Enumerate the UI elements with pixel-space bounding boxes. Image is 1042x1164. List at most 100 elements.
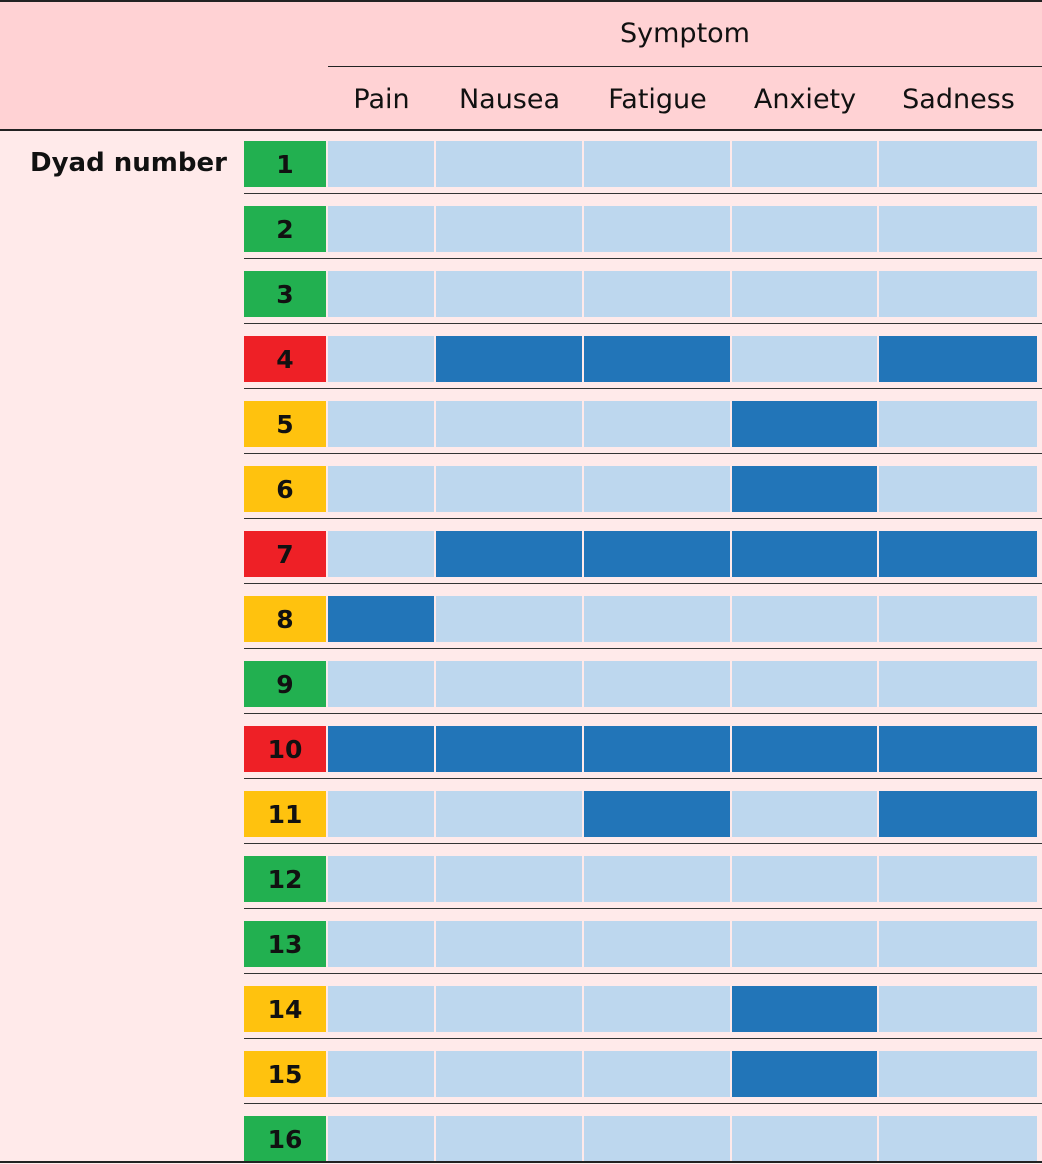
cell-dyad-7-fatigue	[584, 531, 730, 577]
cell-dyad-8-sadness	[879, 596, 1037, 642]
dyad-label-15: 15	[244, 1051, 326, 1097]
dyad-label-6: 6	[244, 466, 326, 512]
cell-dyad-9-sadness	[879, 661, 1037, 707]
dyad-label-8: 8	[244, 596, 326, 642]
cell-dyad-1-pain	[328, 141, 434, 187]
row-separator	[244, 453, 1042, 454]
cell-dyad-10-nausea	[436, 726, 582, 772]
cell-dyad-14-pain	[328, 986, 434, 1032]
dyad-label-4: 4	[244, 336, 326, 382]
cell-dyad-10-fatigue	[584, 726, 730, 772]
cell-dyad-13-anxiety	[732, 921, 877, 967]
cell-dyad-15-pain	[328, 1051, 434, 1097]
cell-dyad-2-nausea	[436, 206, 582, 252]
cell-dyad-8-pain	[328, 596, 434, 642]
dyad-label-3: 3	[244, 271, 326, 317]
cell-dyad-12-nausea	[436, 856, 582, 902]
table-header	[0, 0, 1042, 130]
row-separator	[244, 258, 1042, 259]
cell-dyad-16-pain	[328, 1116, 434, 1162]
cell-dyad-15-sadness	[879, 1051, 1037, 1097]
cell-dyad-9-pain	[328, 661, 434, 707]
cell-dyad-6-anxiety	[732, 466, 877, 512]
cell-dyad-1-fatigue	[584, 141, 730, 187]
cell-dyad-2-anxiety	[732, 206, 877, 252]
cell-dyad-3-fatigue	[584, 271, 730, 317]
cell-dyad-13-fatigue	[584, 921, 730, 967]
column-header-sadness: Sadness	[902, 84, 1015, 115]
cell-dyad-5-pain	[328, 401, 434, 447]
cell-dyad-2-fatigue	[584, 206, 730, 252]
row-separator	[244, 518, 1042, 519]
top-rule	[0, 0, 1042, 2]
cell-dyad-13-sadness	[879, 921, 1037, 967]
cell-dyad-1-sadness	[879, 141, 1037, 187]
row-separator	[244, 778, 1042, 779]
cell-dyad-14-nausea	[436, 986, 582, 1032]
cell-dyad-4-pain	[328, 336, 434, 382]
cell-dyad-4-sadness	[879, 336, 1037, 382]
row-separator	[244, 843, 1042, 844]
cell-dyad-2-pain	[328, 206, 434, 252]
symptom-group-header: Symptom	[620, 18, 750, 49]
dyad-label-5: 5	[244, 401, 326, 447]
cell-dyad-7-sadness	[879, 531, 1037, 577]
cell-dyad-5-fatigue	[584, 401, 730, 447]
cell-dyad-11-nausea	[436, 791, 582, 837]
cell-dyad-14-anxiety	[732, 986, 877, 1032]
cell-dyad-9-anxiety	[732, 661, 877, 707]
dyad-number-header: Dyad number	[30, 148, 227, 178]
cell-dyad-10-pain	[328, 726, 434, 772]
cell-dyad-6-sadness	[879, 466, 1037, 512]
cell-dyad-1-anxiety	[732, 141, 877, 187]
row-separator	[244, 388, 1042, 389]
cell-dyad-9-fatigue	[584, 661, 730, 707]
cell-dyad-6-fatigue	[584, 466, 730, 512]
row-separator	[244, 713, 1042, 714]
cell-dyad-16-nausea	[436, 1116, 582, 1162]
column-header-nausea: Nausea	[458, 84, 561, 115]
dyad-label-10: 10	[244, 726, 326, 772]
cell-dyad-13-pain	[328, 921, 434, 967]
dyad-label-14: 14	[244, 986, 326, 1032]
row-separator	[244, 323, 1042, 324]
row-separator	[244, 1103, 1042, 1104]
cell-dyad-14-sadness	[879, 986, 1037, 1032]
cell-dyad-5-nausea	[436, 401, 582, 447]
cell-dyad-6-nausea	[436, 466, 582, 512]
symptom-underline	[328, 66, 1042, 67]
cell-dyad-15-anxiety	[732, 1051, 877, 1097]
cell-dyad-15-nausea	[436, 1051, 582, 1097]
cell-dyad-6-pain	[328, 466, 434, 512]
column-header-anxiety: Anxiety	[753, 84, 857, 115]
cell-dyad-8-fatigue	[584, 596, 730, 642]
row-separator	[244, 193, 1042, 194]
cell-dyad-16-sadness	[879, 1116, 1037, 1162]
cell-dyad-5-sadness	[879, 401, 1037, 447]
cell-dyad-2-sadness	[879, 206, 1037, 252]
cell-dyad-11-anxiety	[732, 791, 877, 837]
cell-dyad-11-fatigue	[584, 791, 730, 837]
cell-dyad-11-pain	[328, 791, 434, 837]
cell-dyad-16-anxiety	[732, 1116, 877, 1162]
cell-dyad-12-sadness	[879, 856, 1037, 902]
column-header-fatigue: Fatigue	[608, 84, 707, 115]
cell-dyad-10-sadness	[879, 726, 1037, 772]
cell-dyad-12-fatigue	[584, 856, 730, 902]
dyad-label-9: 9	[244, 661, 326, 707]
cell-dyad-1-nausea	[436, 141, 582, 187]
cell-dyad-7-pain	[328, 531, 434, 577]
dyad-label-13: 13	[244, 921, 326, 967]
cell-dyad-3-sadness	[879, 271, 1037, 317]
cell-dyad-7-anxiety	[732, 531, 877, 577]
cell-dyad-3-anxiety	[732, 271, 877, 317]
header-rule	[0, 129, 1042, 131]
cell-dyad-12-pain	[328, 856, 434, 902]
cell-dyad-13-nausea	[436, 921, 582, 967]
dyad-label-7: 7	[244, 531, 326, 577]
dyad-label-2: 2	[244, 206, 326, 252]
bottom-rule	[0, 1161, 1042, 1163]
cell-dyad-4-fatigue	[584, 336, 730, 382]
column-header-pain: Pain	[353, 84, 410, 115]
